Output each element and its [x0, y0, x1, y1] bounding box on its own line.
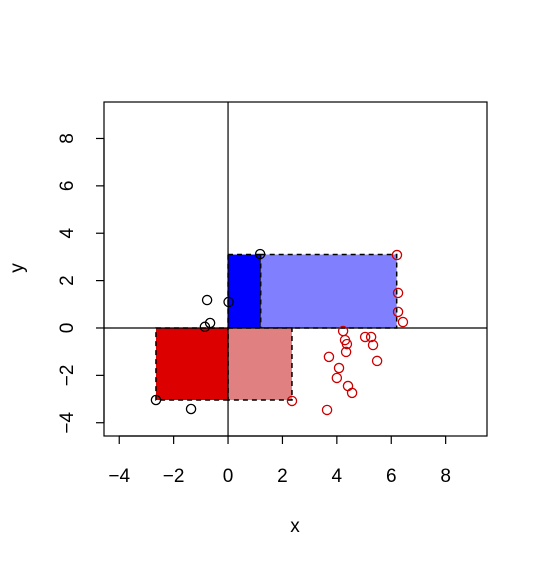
y-tick-label: 8 — [57, 133, 78, 144]
y-tick-label: 6 — [57, 181, 78, 192]
point — [150, 394, 162, 406]
point — [286, 395, 298, 407]
point — [391, 249, 403, 261]
x-tick-label: 4 — [332, 466, 343, 487]
point — [223, 296, 234, 308]
rectangle — [155, 327, 229, 401]
x-tick-label: 8 — [440, 466, 451, 487]
point — [367, 339, 379, 351]
point — [359, 331, 371, 343]
point — [333, 362, 345, 374]
point — [185, 403, 197, 415]
x-tick-label: 6 — [386, 466, 397, 487]
point — [365, 331, 377, 343]
point — [331, 372, 343, 384]
rectangle — [227, 327, 293, 401]
rectangle — [259, 253, 398, 329]
point — [371, 355, 383, 367]
y-tick-label: −2 — [57, 365, 78, 387]
x-tick-label: 2 — [277, 466, 288, 487]
point — [321, 404, 333, 416]
x-tick-label: −2 — [163, 466, 185, 487]
point — [392, 306, 404, 318]
point — [254, 248, 266, 260]
point — [323, 351, 335, 363]
y-tick-label: 0 — [57, 323, 78, 334]
rectangle — [227, 253, 262, 329]
point — [392, 287, 404, 299]
point — [201, 294, 213, 306]
point — [341, 338, 353, 350]
point — [340, 346, 352, 358]
point — [342, 380, 354, 392]
point — [397, 316, 409, 328]
point — [346, 387, 358, 399]
y-tick-label: 2 — [57, 275, 78, 286]
x-tick-label: 0 — [223, 466, 234, 487]
x-tick-label: −4 — [108, 466, 130, 487]
point — [199, 321, 211, 333]
y-axis-label: y — [7, 263, 28, 273]
x-axis-label: x — [290, 516, 300, 537]
y-tick-label: 4 — [57, 228, 78, 239]
y-tick-label: −4 — [57, 411, 78, 433]
